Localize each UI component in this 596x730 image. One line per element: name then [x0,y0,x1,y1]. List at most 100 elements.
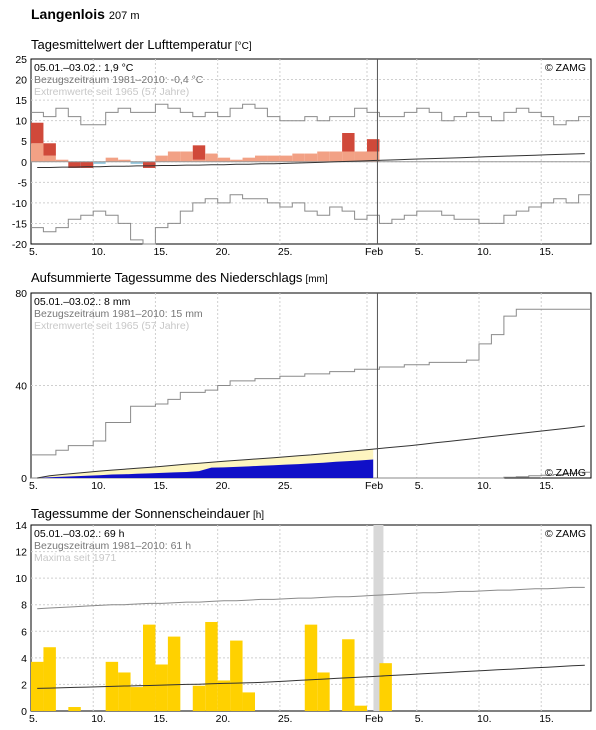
y-tick-label: 0 [21,157,27,169]
y-tick-label: 20 [15,75,27,87]
x-tick-label: 20. [216,713,231,725]
sunshine-bar [155,664,168,711]
y-tick-label: 0 [21,706,27,718]
sunshine-title-text: Tagessumme der Sonnenscheindauer [31,506,250,521]
x-tick-label: 20. [216,480,231,492]
extreme-max-line [31,103,591,126]
y-tick-label: 2 [21,679,27,691]
sunshine-bar [130,687,143,711]
x-tick-label: 10. [91,480,106,492]
temperature-chart: -20 -15 -10 -5 0 5 10 15 20 25 5. 10. 15. 20. 25. Feb 5.… [12,54,592,258]
x-tick-label: 25. [278,713,293,725]
precipitation-unit: [mm] [305,274,328,285]
temperature-warm-bar [367,139,380,152]
y-tick-label: 5 [21,136,27,148]
temperature-bar [43,155,56,162]
temperature-bar [242,157,255,162]
temperature-bar [31,143,44,162]
x-tick-label: 5. [29,713,38,725]
extreme-max-line [31,308,591,456]
x-tick-label: 25. [278,246,293,258]
temperature-bar [55,159,69,162]
y-tick-label: 10 [15,573,27,585]
x-tick-label: 10. [477,713,492,725]
y-tick-label: 0 [21,473,27,485]
info-reference: Bezugszeitraum 1981–2010: 15 mm [34,308,203,320]
temperature-bar [354,151,367,162]
normal-line [37,153,585,168]
x-tick-label: 5. [415,480,424,492]
copyright-label: © ZAMG [545,467,586,479]
sunshine-bar [43,647,56,711]
temperature-bar [342,151,355,162]
x-tick-label: 15. [153,246,168,258]
y-tick-label: -5 [18,177,27,189]
station-altitude: 207 m [108,10,140,22]
precipitation-chart: 0 40 80 5. 10. 15. 20. 25. Feb 5. 10. 15. 05.01.–03.… [15,288,592,492]
y-tick-label: 40 [15,381,27,393]
precipitation-title-text: Aufsummierte Tagessumme des Niederschlag… [31,270,303,285]
x-tick-label: Feb [365,246,383,258]
info-extremes: Extremwerte seit 1965 (57 Jahre) [34,320,189,332]
y-tick-label: 15 [15,95,27,107]
x-tick-label: 15. [539,713,554,725]
station-label: Langenlois [31,6,105,22]
temperature-title: Tagesmittelwert der Lufttemperatur [°C] [31,37,252,52]
y-tick-label: 14 [15,520,27,532]
info-current: 05.01.–03.02.: 69 h [34,528,125,540]
x-tick-label: 5. [415,246,424,258]
info-extremes: Maxima seit 1971 [34,552,116,564]
temperature-unit: [°C] [234,41,252,52]
sunshine-title: Tagessumme der Sonnenscheindauer [h] [31,506,264,521]
temperature-title-text: Tagesmittelwert der Lufttemperatur [31,37,232,52]
temperature-bar [192,159,206,162]
x-tick-label: 10. [477,480,492,492]
temperature-bar [230,159,243,162]
y-tick-label: 4 [21,653,27,665]
x-tick-label: 5. [415,713,424,725]
info-reference: Bezugszeitraum 1981–2010: 61 h [34,540,191,552]
info-current: 05.01.–03.02.: 8 mm [34,296,131,308]
x-tick-label: 20. [216,246,231,258]
temperature-warm-bar [31,122,44,144]
temperature-bar [255,155,268,162]
x-tick-label: 5. [29,246,38,258]
x-tick-label: 10. [91,713,106,725]
x-tick-label: 15. [153,713,168,725]
sunshine-bar [230,640,243,711]
sunshine-bar [317,672,330,711]
temperature-bar [167,151,181,162]
x-tick-label: 15. [153,480,168,492]
temperature-bar [317,151,330,162]
temperature-bar [367,151,380,162]
temperature-bar [267,155,280,162]
temperature-bar [205,153,218,162]
y-tick-label: 10 [15,116,27,128]
sunshine-bar [192,685,206,711]
x-tick-label: 15. [539,480,554,492]
y-tick-label: 25 [15,54,27,66]
extreme-min-line [31,194,591,245]
y-tick-label: -10 [12,198,27,210]
temperature-bar [180,151,193,162]
station-name: Langenlois 207 m [31,6,139,22]
x-tick-label: 10. [477,246,492,258]
temperature-warm-bar [192,145,206,160]
normal-line [37,664,585,689]
info-extremes: Extremwerte seit 1965 (57 Jahre) [34,86,189,98]
temperature-bar [292,153,305,162]
temperature-bar [155,155,168,162]
sunshine-bar [342,639,355,711]
temperature-warm-bar [43,143,56,156]
temperature-bar [279,155,293,162]
today-band [373,525,384,711]
temperature-warm-bar [143,161,156,168]
normal-line [37,425,585,479]
temperature-bar [130,161,143,164]
temperature-bar [93,161,106,164]
temperature-bar [217,157,231,162]
temperature-bar [304,153,318,162]
x-tick-label: Feb [365,480,383,492]
sunshine-bar [118,672,131,711]
info-current: 05.01.–03.02.: 1,9 °C [34,62,134,74]
